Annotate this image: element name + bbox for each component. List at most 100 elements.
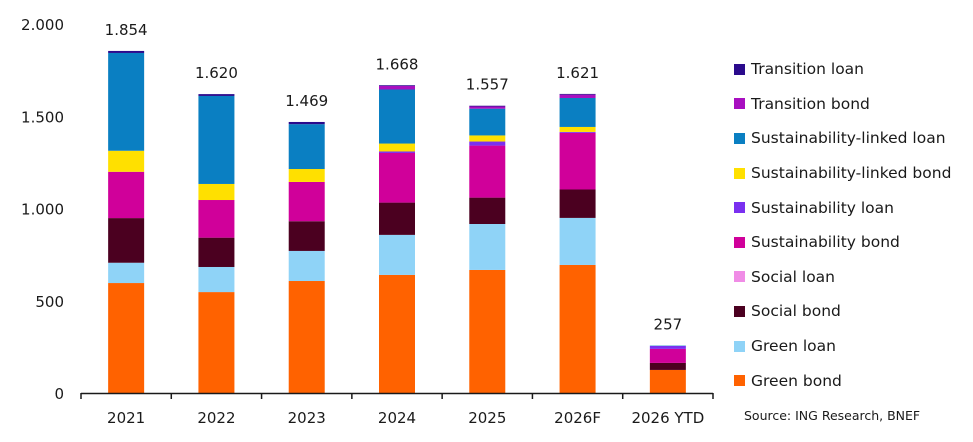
- y-tick-label: 500: [35, 293, 64, 311]
- legend-item: Green loan: [734, 329, 973, 364]
- legend-label: Sustainability loan: [751, 198, 894, 217]
- bar-segment-sustainability-bond: [559, 132, 596, 190]
- bar-segment-transition-loan: [288, 121, 325, 125]
- bar-segment-transition-loan: [108, 50, 145, 53]
- stacked-bar-chart: 0 500 1.000 1.500 2.000 1.854 1.620 1.469 1.668…: [21, 16, 714, 427]
- legend-swatch: [734, 375, 745, 387]
- bar-segment-sustainability-linked-bond: [108, 150, 145, 172]
- x-axis: 2021 2022 2023 2024 2025 2026F 2026 YTD: [80, 392, 714, 427]
- legend-item: Social loan: [734, 260, 973, 295]
- total-labels: 1.854 1.620 1.469 1.668 1.557 1.621 257: [105, 21, 683, 334]
- x-tick-label: 2021: [107, 409, 145, 427]
- bar-segment-social-bond: [649, 362, 686, 370]
- legend-swatch: [734, 271, 745, 283]
- bar-segment-sustainability-linked-bond: [469, 135, 506, 142]
- bar-segment-green-bond: [559, 264, 596, 393]
- total-label: 1.621: [556, 64, 599, 82]
- bar-segment-sustainability-linked-loan: [108, 52, 145, 151]
- bar-segment-transition-bond: [559, 94, 596, 98]
- bar-stack-2023: [288, 121, 325, 393]
- bar-segment-sustainability-linked-loan: [198, 95, 235, 184]
- bar-segment-social-bond: [108, 218, 145, 263]
- y-tick-label: 1.000: [21, 201, 64, 219]
- bar-segment-sustainability-linked-loan: [379, 89, 415, 144]
- bar-stack-2022: [198, 94, 235, 393]
- bar-segment-green-bond: [198, 292, 235, 393]
- bar-segment-green-loan: [108, 262, 145, 284]
- legend-label: Green loan: [751, 337, 836, 356]
- bar-segment-green-loan: [379, 234, 415, 275]
- bar-segment-sustainability-linked-bond: [379, 143, 415, 152]
- bar-stack-2026f: [559, 93, 596, 393]
- bar-segment-green-bond: [108, 283, 145, 393]
- legend-swatch: [734, 63, 745, 75]
- legend-label: Green bond: [751, 371, 842, 390]
- legend-item: Social bond: [734, 294, 973, 329]
- legend: Transition loan Transition bond Sustainabi…: [734, 52, 973, 398]
- legend-swatch: [734, 305, 745, 317]
- x-tick-label: 2026F: [554, 409, 601, 427]
- legend-label: Social loan: [751, 267, 835, 286]
- y-tick-label: 1.500: [21, 108, 64, 126]
- legend-swatch: [734, 167, 745, 179]
- bar-segment-sustainability-linked-loan: [559, 97, 596, 127]
- bar-segment-sustainability-linked-loan: [288, 124, 325, 170]
- legend-item: Sustainability bond: [734, 225, 973, 260]
- x-tick-label: 2022: [197, 409, 235, 427]
- x-tick-label: 2025: [468, 409, 506, 427]
- bar-segment-green-bond: [469, 269, 506, 393]
- bar-segment-sustainability-bond: [379, 152, 415, 203]
- legend-label: Sustainability-linked loan: [751, 129, 946, 148]
- total-label: 1.469: [285, 92, 328, 110]
- y-axis-ticks: 0 500 1.000 1.500 2.000: [21, 16, 64, 403]
- bar-segment-sustainability-loan: [379, 151, 415, 153]
- legend-item: Transition loan: [734, 52, 973, 87]
- bar-stack-2024: [379, 85, 415, 393]
- bar-segment-sustainability-linked-loan: [469, 108, 506, 136]
- bar-segment-social-bond: [559, 189, 596, 218]
- bar-segment-sustainability-loan: [559, 131, 596, 133]
- bar-segment-transition-loan: [198, 94, 235, 96]
- legend-label: Transition bond: [751, 94, 870, 113]
- legend-label: Sustainability-linked bond: [751, 164, 952, 183]
- total-label: 1.668: [376, 55, 419, 73]
- bar-segment-green-loan: [288, 250, 325, 282]
- total-label: 257: [654, 316, 683, 334]
- bar-stack-2025: [469, 105, 506, 393]
- legend-swatch: [734, 202, 745, 214]
- bar-segment-green-bond: [288, 281, 325, 393]
- bar-segment-sustainability-loan: [649, 345, 686, 349]
- x-tick-label: 2024: [378, 409, 416, 427]
- bar-segment-sustainability-bond: [198, 200, 235, 238]
- total-label: 1.557: [466, 76, 509, 94]
- bar-segment-sustainability-linked-bond: [559, 126, 596, 132]
- legend-item: Sustainability loan: [734, 190, 973, 225]
- bar-segment-green-loan: [559, 217, 596, 265]
- x-tick-label: 2026 YTD: [631, 409, 704, 427]
- legend-label: Social bond: [751, 302, 841, 321]
- bar-segment-sustainability-bond: [108, 171, 145, 219]
- bar-segment-transition-bond: [379, 85, 415, 90]
- bar-segment-green-loan: [469, 223, 506, 270]
- legend-swatch: [734, 98, 745, 110]
- bar-segment-sustainability-linked-bond: [198, 183, 235, 201]
- legend-swatch: [734, 132, 745, 144]
- bar-segment-transition-loan: [559, 93, 596, 95]
- bar-segment-sustainability-linked-bond: [288, 169, 325, 182]
- bar-stack-2026-ytd: [649, 345, 686, 393]
- total-label: 1.620: [195, 64, 238, 82]
- bar-segment-social-bond: [469, 197, 506, 224]
- bars: [108, 50, 686, 393]
- bar-segment-transition-bond: [469, 106, 506, 109]
- bar-segment-transition-loan: [379, 85, 415, 86]
- bar-segment-social-bond: [379, 202, 415, 235]
- legend-swatch: [734, 236, 745, 248]
- bar-segment-sustainability-loan: [469, 141, 506, 146]
- total-label: 1.854: [105, 21, 148, 39]
- bar-segment-green-loan: [198, 266, 235, 293]
- legend-label: Transition loan: [751, 60, 864, 79]
- legend-item: Sustainability-linked loan: [734, 121, 973, 156]
- legend-swatch: [734, 340, 745, 352]
- x-tick-label: 2023: [288, 409, 326, 427]
- legend-label: Sustainability bond: [751, 233, 900, 252]
